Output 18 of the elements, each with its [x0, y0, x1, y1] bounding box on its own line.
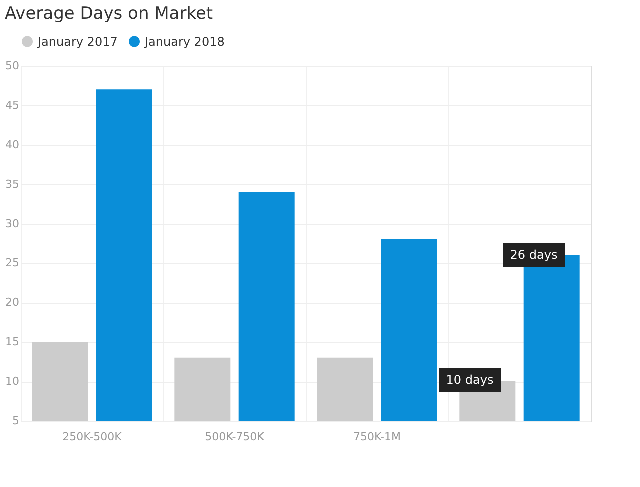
y-tick-label: 25 [6, 256, 20, 270]
y-tick-label: 35 [6, 178, 20, 191]
y-tick-label: 15 [6, 336, 20, 349]
x-tick-label: 500K-750K [205, 430, 266, 444]
legend-label: January 2018 [144, 34, 225, 49]
annotation: 26 days [510, 248, 558, 262]
y-tick-label: 5 [12, 414, 20, 428]
annotation: 10 days [446, 373, 494, 387]
y-tick-label: 45 [6, 98, 20, 112]
y-tick-label: 10 [6, 375, 20, 388]
y-tick-label: 30 [6, 217, 20, 230]
legend-label: January 2017 [37, 34, 118, 49]
x-tick-label: 250K-500K [62, 430, 123, 444]
y-tick-label: 40 [6, 138, 20, 152]
y-tick-label: 50 [6, 60, 20, 72]
x-tick-label: 750K-1M [353, 430, 402, 444]
chart-title: Average Days on Market [5, 4, 214, 24]
y-tick-label: 20 [6, 296, 20, 310]
